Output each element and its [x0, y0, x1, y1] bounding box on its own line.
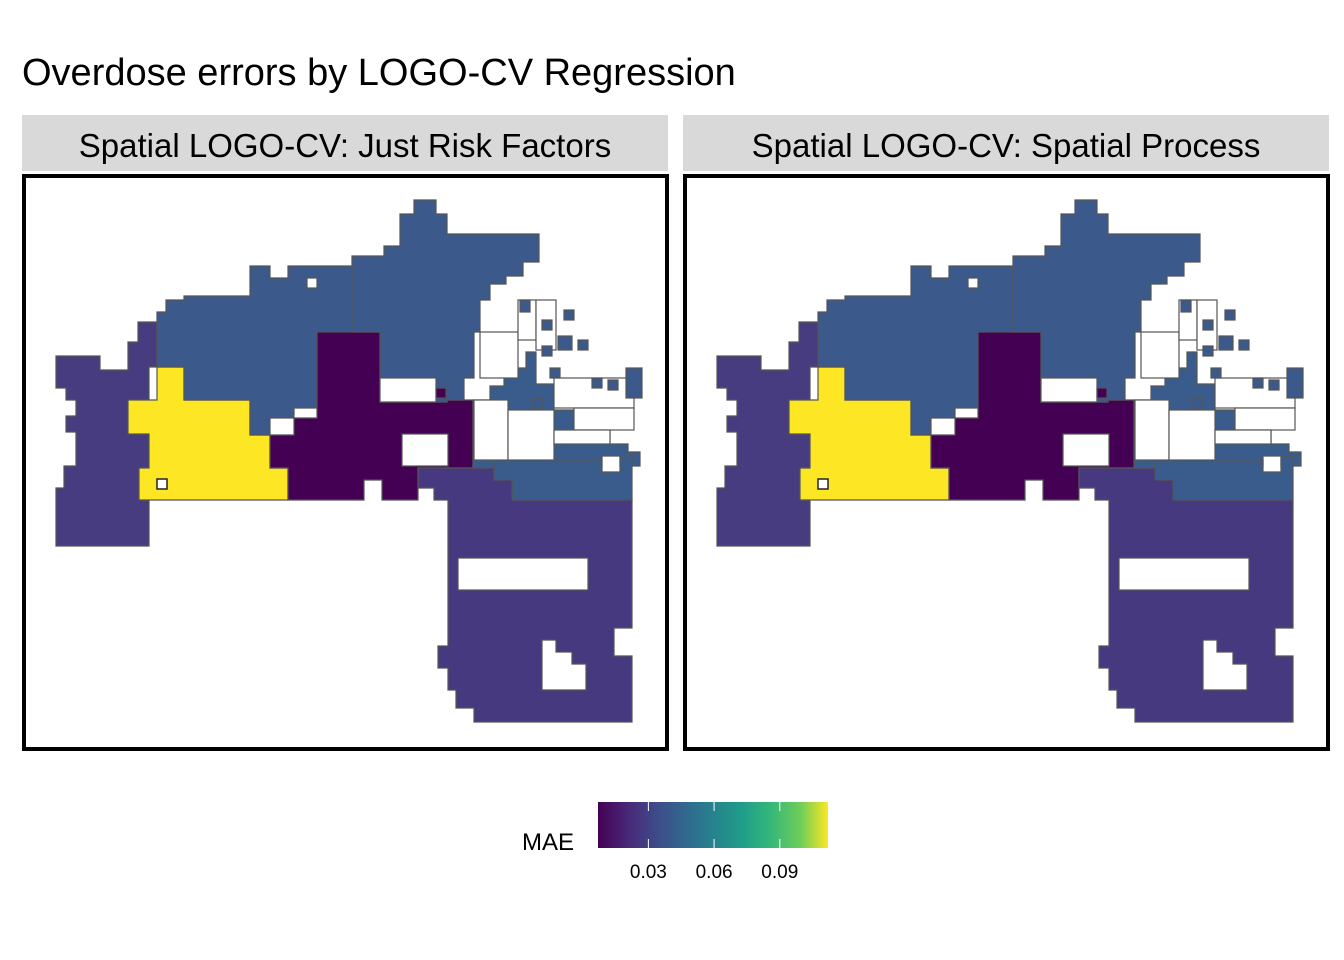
- map-small-patches: [435, 299, 643, 409]
- patch-6: [1210, 367, 1222, 379]
- facet-strip-spatial-process: Spatial LOGO-CV: Spatial Process: [683, 115, 1329, 171]
- patch-4: [557, 335, 573, 351]
- facet-label-risk-factors: Spatial LOGO-CV: Just Risk Factors: [78, 127, 612, 164]
- hole-north-east-2: [473, 399, 509, 461]
- hole-north-1: [306, 277, 318, 289]
- map-small-patches: [1096, 299, 1304, 409]
- hole-north-east-3: [507, 409, 555, 461]
- hole-north-east-6: [1214, 429, 1272, 445]
- region-south: [417, 467, 633, 723]
- region-east-north-b: [1154, 455, 1294, 501]
- patch-dark-1: [1096, 387, 1108, 399]
- legend-colorbar: [598, 802, 828, 848]
- patch-6: [549, 367, 561, 379]
- patch-10: [577, 339, 589, 351]
- hole-south-2: [541, 639, 587, 691]
- patch-10: [1238, 339, 1250, 351]
- hole-south-1: [457, 557, 589, 591]
- hole-central-1: [379, 377, 437, 403]
- patch-4: [1218, 335, 1234, 351]
- hole-north-east-5: [573, 407, 635, 431]
- region-west: [716, 321, 819, 547]
- legend-tick-label: 0.09: [761, 862, 799, 883]
- map-spatial-process: [716, 199, 1304, 723]
- plot-title: Overdose errors by LOGO-CV Regression: [22, 52, 736, 94]
- hole-north-east-6: [553, 429, 611, 445]
- region-east-north-b: [493, 455, 633, 501]
- patch-2: [541, 319, 553, 331]
- patch-dark-1: [435, 387, 447, 399]
- hole-central-1: [1040, 377, 1098, 403]
- hole-north-east-2: [1134, 399, 1170, 461]
- hole-central-2: [1062, 433, 1110, 467]
- facet-label-spatial-process: Spatial LOGO-CV: Spatial Process: [751, 127, 1261, 164]
- hole-west-cell: [156, 478, 168, 490]
- patch-7: [591, 377, 603, 389]
- patch-1: [1180, 299, 1192, 313]
- hole-north-east-3: [1168, 409, 1216, 461]
- hole-north-1: [967, 277, 979, 289]
- patch-5: [1224, 309, 1236, 321]
- hole-south-2: [1202, 639, 1248, 691]
- map-panel-risk-factors: [22, 174, 669, 751]
- hole-north-east-1: [479, 331, 519, 379]
- patch-11: [1192, 397, 1204, 409]
- patch-9: [625, 367, 643, 399]
- patch-3: [1202, 345, 1214, 357]
- patch-7: [1252, 377, 1264, 389]
- hole-north-east-1: [1140, 331, 1180, 379]
- hole-north-east-5: [1234, 407, 1296, 431]
- legend-title: MAE: [522, 829, 575, 856]
- patch-8: [1268, 379, 1280, 391]
- patch-3: [541, 345, 553, 357]
- patch-9: [1286, 367, 1304, 399]
- patch-11: [531, 397, 543, 409]
- map-holes: [817, 277, 1296, 691]
- region-north: [351, 199, 540, 403]
- legend-tick-label: 0.06: [695, 862, 733, 883]
- facet-strip-risk-factors: Spatial LOGO-CV: Just Risk Factors: [22, 115, 668, 171]
- colorbar-ticks: [647, 802, 781, 848]
- patch-2: [1202, 319, 1214, 331]
- map-risk-factors: [55, 199, 643, 723]
- region-west: [55, 321, 158, 547]
- patch-5: [563, 309, 575, 321]
- colorbar-gradient: [598, 802, 828, 848]
- patch-1: [519, 299, 531, 313]
- hole-south-1: [1118, 557, 1250, 591]
- patch-8: [607, 379, 619, 391]
- legend-tick-label: 0.03: [629, 862, 667, 883]
- hole-west-cell: [817, 478, 829, 490]
- hole-central-2: [401, 433, 449, 467]
- region-south: [1078, 467, 1294, 723]
- region-north: [1012, 199, 1201, 403]
- map-panel-spatial-process: [683, 174, 1330, 751]
